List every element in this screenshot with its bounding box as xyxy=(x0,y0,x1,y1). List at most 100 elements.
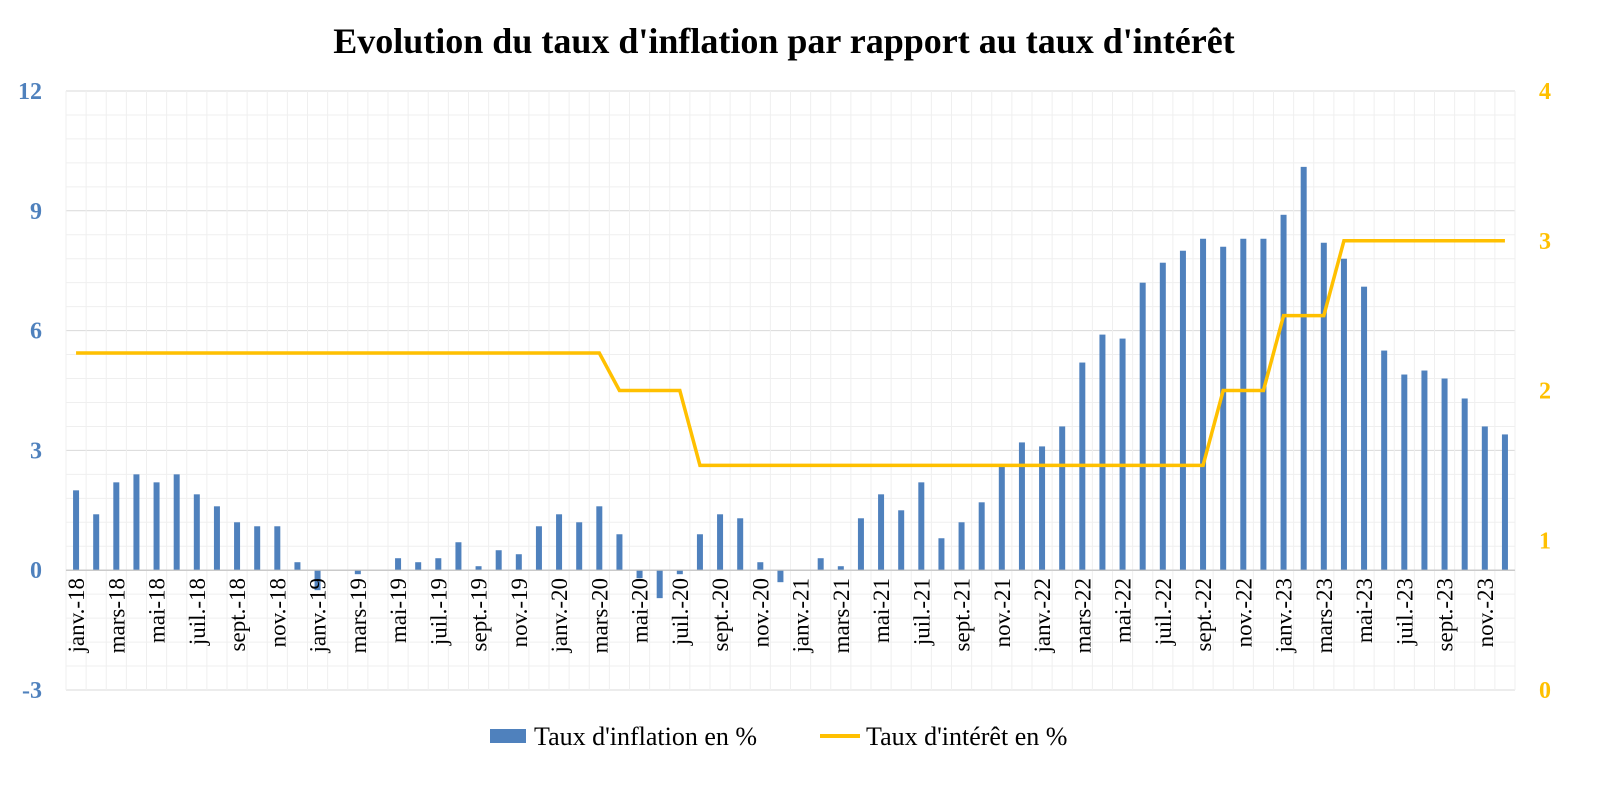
x-tick-label: sept.-20 xyxy=(708,578,733,651)
y-left-tick-label: 6 xyxy=(30,319,42,345)
inflation-bar xyxy=(978,502,985,571)
y-right-tick-label: 2 xyxy=(1539,379,1551,405)
x-tick-label: nov.-22 xyxy=(1231,578,1256,647)
x-tick-label: janv.-22 xyxy=(1030,578,1055,654)
x-tick-label: juil.-19 xyxy=(426,578,451,646)
inflation-bar xyxy=(1501,434,1508,571)
inflation-bar xyxy=(153,482,160,571)
inflation-bar xyxy=(395,558,402,571)
inflation-bar xyxy=(938,538,945,571)
y-right-tick-label: 4 xyxy=(1539,79,1551,105)
interest-line xyxy=(76,239,1505,468)
inflation-bar xyxy=(93,514,100,571)
inflation-bar xyxy=(1240,238,1247,571)
x-tick-label: mars-20 xyxy=(587,578,612,653)
inflation-bar xyxy=(616,534,623,571)
inflation-bar xyxy=(757,562,764,571)
x-tick-label: nov.-18 xyxy=(265,578,290,647)
inflation-bar xyxy=(113,482,120,571)
inflation-bar xyxy=(998,466,1005,571)
x-tick-label: nov.-21 xyxy=(990,578,1015,647)
inflation-bar xyxy=(717,514,724,571)
inflation-bar xyxy=(193,494,200,571)
x-tick-label: mars-23 xyxy=(1312,578,1337,653)
inflation-bar xyxy=(73,490,80,571)
inflation-bar xyxy=(515,554,522,571)
x-tick-label: janv.-19 xyxy=(306,578,331,654)
inflation-bar xyxy=(857,518,864,571)
inflation-bar xyxy=(596,506,603,571)
y-axis-right: 0 1 2 3 4 xyxy=(1539,79,1551,704)
x-tick-label: mai-18 xyxy=(145,578,170,643)
inflation-bar xyxy=(173,474,180,571)
inflation-bar xyxy=(817,558,824,571)
inflation-bar xyxy=(1099,334,1106,571)
x-tick-label: janv.-18 xyxy=(64,578,89,654)
x-tick-label: sept.-18 xyxy=(225,578,250,651)
y-left-tick-label: 3 xyxy=(30,438,42,464)
x-tick-label: mai-20 xyxy=(628,578,653,643)
inflation-bar xyxy=(1220,246,1227,571)
inflation-bar xyxy=(1340,258,1347,571)
inflation-bar xyxy=(415,562,422,571)
x-tick-label: nov.-23 xyxy=(1473,578,1498,647)
y-left-tick-label: 0 xyxy=(30,558,42,584)
inflation-bar xyxy=(1018,442,1025,571)
x-axis-labels: janv.-18 mars-18 mai-18 juil.-18 sept.-18 nov… xyxy=(64,578,1498,654)
x-tick-label: janv.-21 xyxy=(789,578,814,654)
inflation-bar xyxy=(1361,286,1368,571)
y-left-tick-label: 12 xyxy=(18,79,42,105)
inflation-bar xyxy=(676,570,683,575)
inflation-bar xyxy=(1381,350,1388,571)
x-tick-label: janv.-23 xyxy=(1272,578,1297,654)
y-right-tick-label: 3 xyxy=(1539,229,1551,255)
inflation-bar xyxy=(535,526,542,571)
x-tick-label: mai-23 xyxy=(1352,578,1377,643)
y-right-tick-label: 0 xyxy=(1539,678,1551,704)
x-tick-label: nov.-20 xyxy=(748,578,773,647)
inflation-bar xyxy=(354,570,361,575)
inflation-bar xyxy=(274,526,281,571)
x-tick-label: nov.-19 xyxy=(507,578,532,647)
x-tick-label: sept.-19 xyxy=(467,578,492,651)
inflation-bar xyxy=(1320,242,1327,571)
x-tick-label: juil.-18 xyxy=(185,578,210,646)
inflation-bar xyxy=(696,534,703,571)
inflation-bar xyxy=(1179,250,1186,571)
legend-swatch-inflation xyxy=(490,729,526,743)
inflation-bar xyxy=(958,522,965,571)
inflation-bar xyxy=(556,514,563,571)
x-tick-label: mars-22 xyxy=(1070,578,1095,653)
x-tick-label: mars-19 xyxy=(346,578,371,653)
x-tick-label: juil.-20 xyxy=(668,578,693,646)
x-tick-label: mai-21 xyxy=(869,578,894,643)
legend-label-interest: Taux d'intérêt en % xyxy=(866,722,1067,751)
inflation-bar xyxy=(636,570,643,579)
inflation-bar xyxy=(878,494,885,571)
y-right-tick-label: 1 xyxy=(1539,528,1551,554)
x-tick-label: juil.-23 xyxy=(1392,578,1417,646)
legend-label-inflation: Taux d'inflation en % xyxy=(534,722,757,751)
x-tick-label: mai-19 xyxy=(386,578,411,643)
inflation-bar xyxy=(737,518,744,571)
inflation-bar xyxy=(1059,426,1066,571)
inflation-bar xyxy=(254,526,261,571)
x-tick-label: janv.-20 xyxy=(547,578,572,654)
inflation-bar xyxy=(133,474,140,571)
inflation-bar xyxy=(1300,166,1307,571)
y-left-tick-label: 9 xyxy=(30,199,42,225)
inflation-bar xyxy=(777,570,784,583)
x-tick-label: mars-21 xyxy=(829,578,854,653)
inflation-bar xyxy=(1481,426,1488,571)
interest-rate-line xyxy=(76,239,1505,468)
x-tick-label: sept.-21 xyxy=(950,578,975,651)
inflation-bar xyxy=(1200,238,1207,571)
inflation-bar xyxy=(898,510,905,571)
inflation-bar xyxy=(213,506,220,571)
y-left-tick-label: -3 xyxy=(22,678,42,704)
inflation-bar xyxy=(1401,374,1408,571)
x-tick-label: juil.-22 xyxy=(1151,578,1176,646)
inflation-bar xyxy=(1441,378,1448,571)
inflation-bar xyxy=(1260,238,1267,571)
